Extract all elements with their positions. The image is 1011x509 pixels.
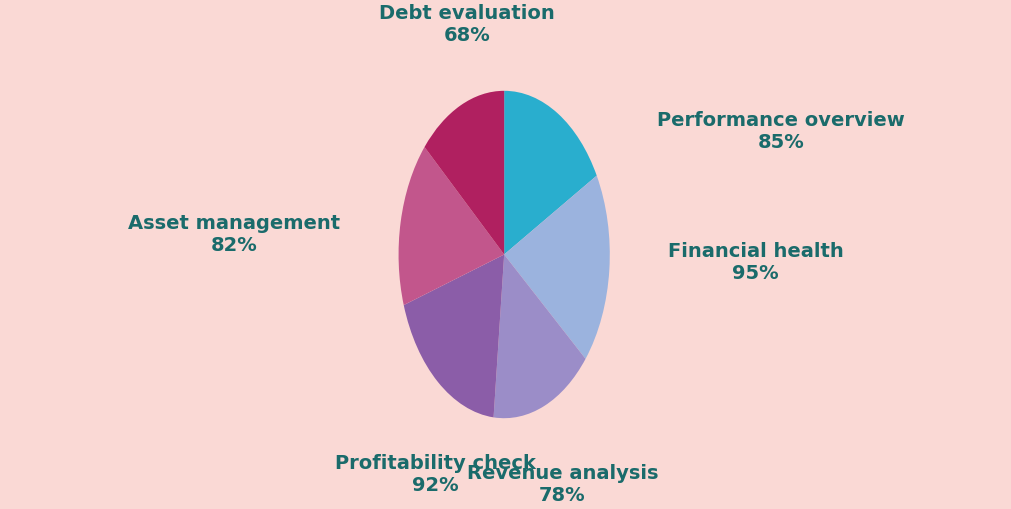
Wedge shape — [398, 147, 504, 305]
Wedge shape — [425, 91, 504, 254]
Text: Asset management
82%: Asset management 82% — [128, 214, 341, 256]
Wedge shape — [504, 91, 596, 254]
Wedge shape — [493, 254, 585, 418]
Text: Revenue analysis
78%: Revenue analysis 78% — [466, 464, 658, 505]
Text: Profitability check
92%: Profitability check 92% — [335, 454, 536, 495]
Text: Debt evaluation
68%: Debt evaluation 68% — [379, 4, 555, 45]
Wedge shape — [504, 176, 610, 359]
Text: Financial health
95%: Financial health 95% — [668, 242, 843, 283]
Text: Performance overview
85%: Performance overview 85% — [657, 111, 905, 152]
Wedge shape — [403, 254, 504, 417]
